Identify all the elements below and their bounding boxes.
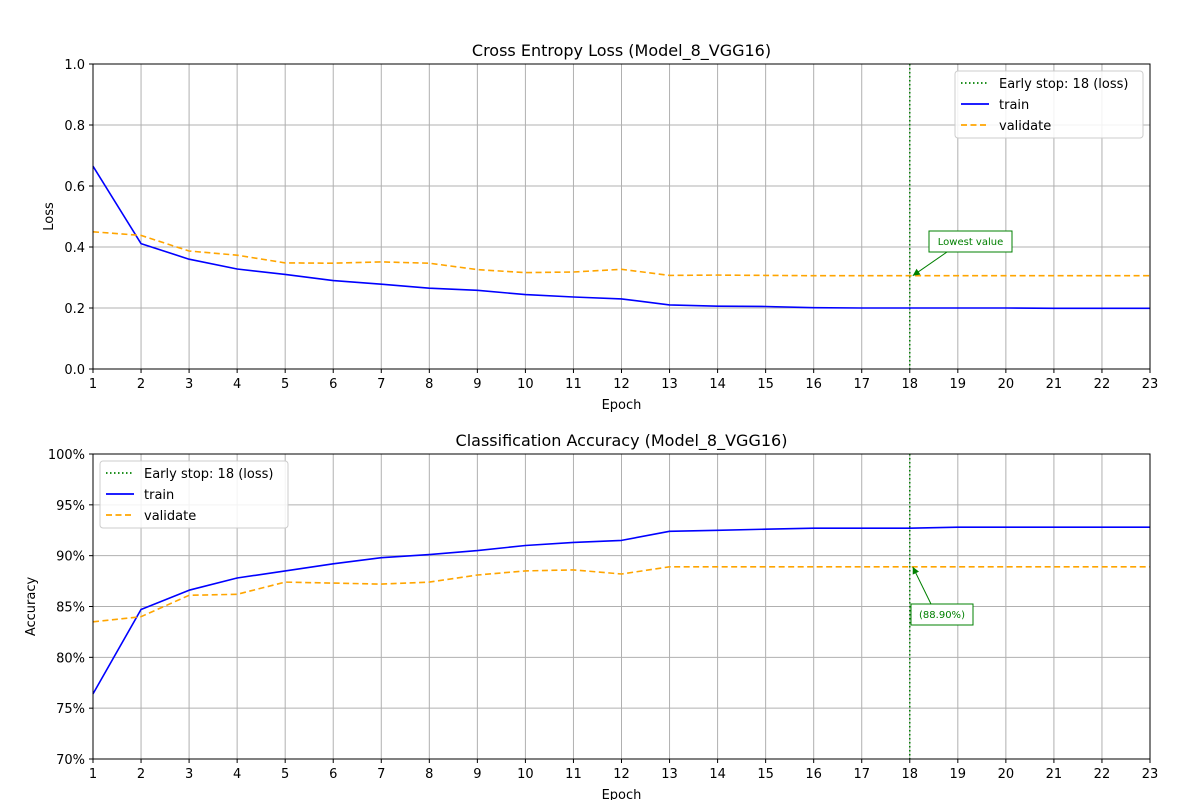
annotation-box	[928, 230, 1013, 253]
y-axis-label: Loss	[42, 202, 57, 231]
annotation-box	[910, 603, 974, 626]
x-tick-label: 19	[950, 767, 967, 782]
annotation-text: (88.90%)	[919, 610, 965, 621]
x-tick-label: 19	[950, 377, 967, 392]
x-tick-label: 5	[281, 377, 289, 392]
x-tick-label: 14	[709, 377, 726, 392]
x-axis-label: Epoch	[602, 398, 642, 413]
y-tick-label: 75%	[56, 702, 85, 717]
x-axis-label: Epoch	[602, 788, 642, 800]
y-tick-label: 0.8	[64, 119, 85, 134]
x-tick-label: 2	[137, 767, 145, 782]
x-tick-label: 16	[805, 767, 822, 782]
legend-entry-early-stop-label: Early stop: 18 (loss)	[999, 77, 1128, 92]
x-tick-label: 4	[233, 767, 241, 782]
x-tick-label: 18	[901, 377, 918, 392]
x-tick-label: 23	[1142, 767, 1159, 782]
x-tick-label: 17	[853, 767, 870, 782]
x-tick-label: 21	[1046, 767, 1063, 782]
x-tick-label: 14	[709, 767, 726, 782]
y-tick-label: 85%	[56, 601, 85, 616]
chart-title: Cross Entropy Loss (Model_8_VGG16)	[472, 41, 771, 61]
x-tick-label: 20	[998, 767, 1015, 782]
x-tick-label: 8	[425, 767, 433, 782]
x-tick-label: 13	[661, 377, 678, 392]
x-tick-label: 3	[185, 377, 193, 392]
x-tick-label: 20	[998, 377, 1015, 392]
x-tick-label: 9	[473, 377, 481, 392]
x-tick-label: 10	[517, 767, 534, 782]
y-tick-label: 0.4	[64, 241, 85, 256]
x-tick-label: 7	[377, 377, 385, 392]
legend-entry-early-stop-label: Early stop: 18 (loss)	[144, 467, 273, 482]
x-tick-label: 8	[425, 377, 433, 392]
x-tick-label: 13	[661, 767, 678, 782]
x-tick-label: 4	[233, 377, 241, 392]
x-tick-label: 11	[565, 377, 582, 392]
x-tick-label: 1	[89, 767, 97, 782]
y-tick-label: 95%	[56, 499, 85, 514]
x-tick-label: 9	[473, 767, 481, 782]
x-tick-label: 3	[185, 767, 193, 782]
x-tick-label: 23	[1142, 377, 1159, 392]
loss-chart: 1 2 3 4 5 6 7 8 9 10 11 12 13 14 15 16 17 18 19 20 21 22 230.0…	[42, 41, 1158, 413]
y-tick-label: 0.0	[64, 363, 85, 378]
x-tick-label: 12	[613, 377, 630, 392]
axes-frame	[92, 63, 1151, 370]
legend-entry-validate-label: validate	[144, 509, 196, 524]
accuracy-chart: 1 2 3 4 5 6 7 8 9 10 11 12 13 14 15 16 17 18 19 20 21 22 2370%…	[24, 431, 1158, 800]
series-line-validate	[92, 231, 1150, 277]
x-tick-label: 17	[853, 377, 870, 392]
legend-box	[99, 460, 289, 529]
legend-entry-train-label: train	[144, 488, 174, 503]
series-line-train	[92, 526, 1150, 695]
x-tick-label: 22	[1094, 767, 1111, 782]
legend-box	[954, 70, 1144, 139]
y-tick-label: 70%	[56, 753, 85, 768]
y-tick-label: 0.2	[64, 302, 85, 317]
x-tick-label: 22	[1094, 377, 1111, 392]
series-line-validate	[92, 565, 1150, 623]
x-tick-label: 16	[805, 377, 822, 392]
x-tick-label: 6	[329, 377, 337, 392]
y-tick-label: 1.0	[64, 58, 85, 73]
x-tick-label: 18	[901, 767, 918, 782]
y-tick-label: 90%	[56, 550, 85, 565]
x-tick-label: 12	[613, 767, 630, 782]
annotation-text: Lowest value	[938, 237, 1003, 248]
x-tick-label: 21	[1046, 377, 1063, 392]
legend-entry-train-label: train	[999, 98, 1029, 113]
legend-entry-validate-label: validate	[999, 119, 1051, 134]
x-tick-label: 2	[137, 377, 145, 392]
y-tick-label: 100%	[48, 448, 85, 463]
chart-title: Classification Accuracy (Model_8_VGG16)	[456, 431, 788, 451]
series-line-train	[92, 165, 1150, 310]
annotation-arrowhead	[912, 268, 921, 276]
annotation-arrowhead	[912, 566, 919, 575]
x-tick-label: 10	[517, 377, 534, 392]
x-tick-label: 1	[89, 377, 97, 392]
x-tick-label: 15	[757, 377, 774, 392]
axes-frame	[92, 453, 1151, 760]
y-tick-label: 80%	[56, 651, 85, 666]
x-tick-label: 11	[565, 767, 582, 782]
x-tick-label: 7	[377, 767, 385, 782]
y-axis-label: Accuracy	[24, 577, 39, 637]
x-tick-label: 15	[757, 767, 774, 782]
x-tick-label: 5	[281, 767, 289, 782]
y-tick-label: 0.6	[64, 180, 85, 195]
x-tick-label: 6	[329, 767, 337, 782]
